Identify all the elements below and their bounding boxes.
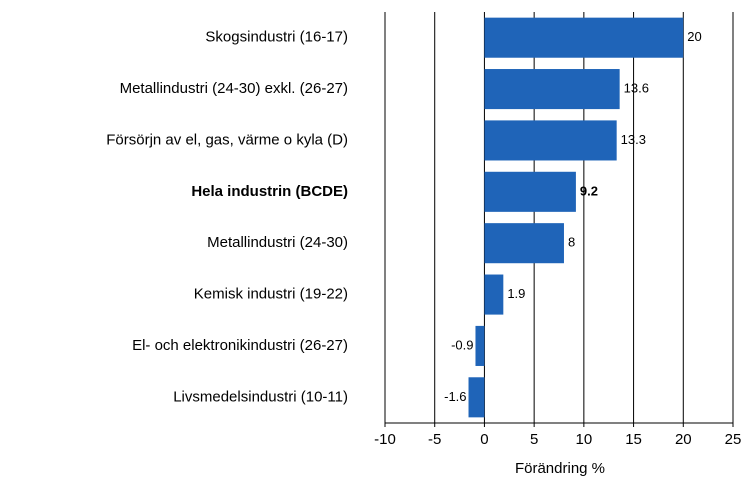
y-tick-label: Kemisk industri (19-22) <box>194 286 348 303</box>
value-label: -0.9 <box>451 337 473 352</box>
bar <box>468 377 485 418</box>
x-tick-label: 10 <box>576 431 593 448</box>
y-tick-label: Skogsindustri (16-17) <box>205 29 348 46</box>
x-tick-label: 5 <box>530 431 538 448</box>
value-label: 8 <box>568 235 575 250</box>
value-label: 1.9 <box>507 286 525 301</box>
value-label: 20 <box>687 29 701 44</box>
x-tick-label: 0 <box>480 431 488 448</box>
value-label: -1.6 <box>444 389 466 404</box>
x-tick-label: -5 <box>428 431 441 448</box>
x-tick-label: 25 <box>725 431 742 448</box>
bar <box>484 120 617 161</box>
y-tick-label: Hela industrin (BCDE) <box>191 183 348 200</box>
bar <box>484 223 564 264</box>
y-tick-label: El- och elektronikindustri (26-27) <box>132 337 348 354</box>
value-label: 9.2 <box>580 183 598 198</box>
y-tick-label: Livsmedelsindustri (10-11) <box>173 388 348 405</box>
y-tick-label: Metallindustri (24-30) <box>207 234 348 251</box>
bar <box>484 69 620 110</box>
y-tick-label: Metallindustri (24-30) exkl. (26-27) <box>120 80 348 97</box>
bar <box>484 171 576 212</box>
value-label: 13.6 <box>624 81 649 96</box>
y-tick-label: Försörjn av el, gas, värme o kyla (D) <box>106 131 348 148</box>
bar <box>484 17 684 58</box>
x-axis-label: Förändring % <box>515 460 605 477</box>
bar <box>475 325 485 366</box>
x-tick-label: 15 <box>625 431 642 448</box>
bar <box>484 274 504 315</box>
x-tick-label: -10 <box>374 431 396 448</box>
value-label: 13.3 <box>621 132 646 147</box>
x-tick-label: 20 <box>675 431 692 448</box>
